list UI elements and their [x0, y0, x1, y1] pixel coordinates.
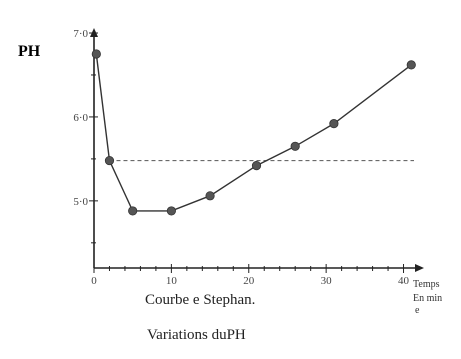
data-point-4 — [205, 191, 215, 201]
data-point-7 — [329, 119, 339, 129]
x-tick-label: 40 — [398, 275, 410, 287]
y-tick-label: 6·0 — [73, 112, 88, 124]
data-point-6 — [290, 141, 300, 151]
y-tick-label: 5·0 — [73, 196, 88, 208]
x-tick-label: 30 — [321, 275, 333, 287]
x-axis-label-line-3: e — [415, 305, 420, 316]
data-point-3 — [166, 206, 176, 216]
data-point-0 — [91, 49, 101, 59]
data-point-2 — [128, 206, 138, 216]
y-axis-label: PH — [18, 43, 41, 60]
series-line — [95, 53, 412, 212]
x-tick-label: 20 — [243, 275, 255, 287]
x-tick-label: 0 — [91, 275, 97, 287]
ticks: 5·0 6·0 7·0 0 10 20 30 40 — [73, 28, 409, 287]
data-points — [91, 49, 416, 216]
x-axis-label-line-1: Temps — [413, 279, 440, 290]
x-axis-label-line-2: En min — [413, 293, 442, 304]
data-point-5 — [251, 161, 262, 171]
chart-title: Courbe e Stephan. — [145, 292, 255, 308]
x-axis-arrow — [415, 264, 424, 272]
axes — [90, 28, 424, 272]
x-tick-label: 10 — [166, 275, 178, 287]
data-point-1 — [104, 155, 115, 166]
y-tick-label: 7·0 — [73, 28, 88, 40]
data-point-8 — [406, 60, 416, 70]
chart-subtitle: Variations duPH — [147, 327, 246, 343]
